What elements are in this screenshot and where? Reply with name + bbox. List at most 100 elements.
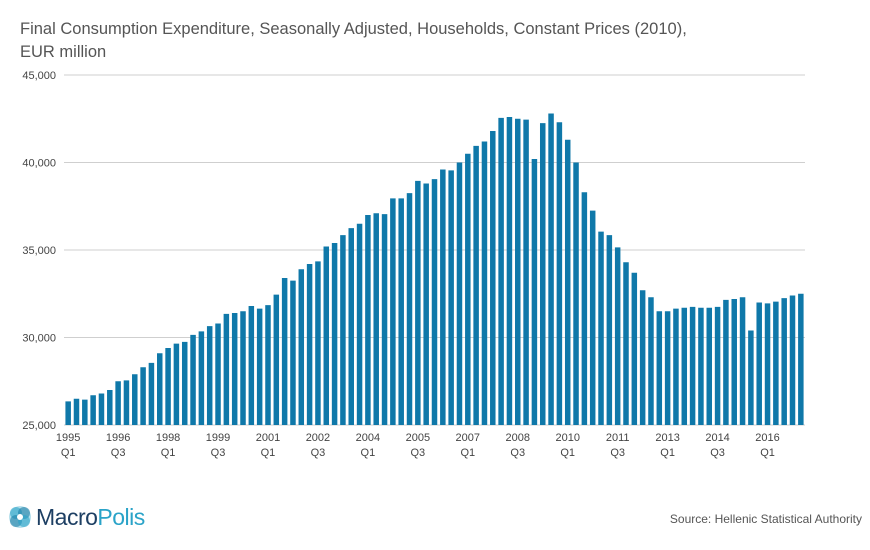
x-tick-label-year: 2004 — [356, 432, 380, 444]
bar — [515, 118, 521, 425]
bar — [465, 153, 471, 425]
bar — [531, 159, 538, 425]
bar — [681, 307, 688, 425]
y-tick-label: 35,000 — [22, 245, 56, 257]
bar — [390, 198, 396, 426]
bar — [689, 306, 696, 426]
bar — [306, 264, 313, 425]
bar — [165, 348, 171, 425]
x-tick-label-quarter: Q3 — [411, 447, 426, 459]
bar — [365, 215, 371, 425]
bar — [764, 303, 771, 426]
bar — [148, 362, 155, 426]
x-tick-label-year: 2013 — [655, 432, 679, 444]
x-tick-label-quarter: Q3 — [510, 447, 525, 459]
bar — [723, 299, 729, 426]
bar — [231, 313, 238, 425]
x-tick-label-year: 1996 — [106, 432, 130, 444]
x-tick-label-quarter: Q1 — [560, 447, 575, 459]
bar — [281, 278, 288, 425]
bar — [273, 294, 280, 426]
bar — [190, 334, 196, 426]
bar — [256, 308, 263, 426]
x-tick-label-quarter: Q1 — [460, 447, 475, 459]
bar — [398, 198, 404, 426]
bar — [631, 272, 638, 425]
x-tick-label-year: 2016 — [755, 432, 779, 444]
x-tick-label-quarter: Q3 — [211, 447, 226, 459]
logo-text-macro: Macro — [36, 503, 98, 530]
x-tick-label-year: 2007 — [456, 432, 480, 444]
bar — [298, 269, 305, 425]
bar — [481, 141, 488, 425]
bar — [673, 308, 679, 426]
bar — [639, 290, 646, 425]
bar — [664, 311, 671, 425]
y-axis: 25,000 30,000 35,000 40,000 45,000 — [22, 70, 56, 432]
bar — [440, 169, 446, 425]
bar — [698, 307, 704, 425]
y-tick-label: 40,000 — [22, 158, 56, 170]
bar — [348, 228, 354, 426]
bar — [98, 393, 105, 425]
x-tick-label-year: 2008 — [506, 432, 530, 444]
x-tick-label-quarter: Q1 — [660, 447, 675, 459]
x-tick-label-year: 2011 — [606, 432, 630, 444]
bar — [589, 210, 596, 425]
bar — [140, 367, 146, 425]
bar — [115, 381, 121, 425]
bar — [315, 261, 321, 426]
bar — [65, 401, 71, 426]
logo-text-polis: Polis — [97, 503, 145, 530]
x-axis: 1995 Q1 1996 Q3 1998 Q1 1999 Q3 2001 Q1 2002 Q3 2004… — [56, 432, 780, 459]
bar — [581, 192, 588, 425]
bar — [206, 326, 213, 426]
x-tick-label-quarter: Q3 — [111, 447, 126, 459]
bar — [290, 280, 296, 426]
bar — [157, 353, 163, 425]
x-tick-label-quarter: Q1 — [161, 447, 176, 459]
bar — [706, 307, 713, 425]
bar — [564, 139, 571, 425]
bar — [107, 390, 113, 425]
bar — [614, 247, 621, 425]
x-tick-label-quarter: Q3 — [311, 447, 326, 459]
x-tick-label-year: 1999 — [206, 432, 230, 444]
bar — [756, 302, 762, 425]
bar — [498, 117, 504, 426]
x-tick-label-quarter: Q3 — [710, 447, 725, 459]
macropolis-logo: MacroPolis — [4, 501, 145, 533]
x-tick-label-quarter: Q1 — [760, 447, 775, 459]
bar — [431, 179, 438, 426]
bar — [240, 311, 246, 425]
y-tick-label: 45,000 — [22, 70, 56, 82]
bar — [373, 213, 379, 425]
bar — [456, 162, 463, 425]
bar — [90, 395, 96, 425]
chart-title: Final Consumption Expenditure, Seasonall… — [20, 20, 687, 61]
y-tick-label: 25,000 — [22, 420, 56, 432]
x-tick-label-year: 2005 — [406, 432, 430, 444]
bar — [548, 113, 554, 425]
bar — [331, 243, 338, 425]
logo-text: MacroPolis — [36, 504, 145, 531]
bar — [323, 246, 330, 425]
bar — [381, 214, 388, 426]
bar — [132, 374, 138, 425]
bar — [473, 145, 479, 426]
macropolis-logo-icon — [9, 506, 31, 528]
x-tick-label-year: 2001 — [256, 432, 280, 444]
bar — [798, 293, 804, 425]
bar — [73, 398, 80, 425]
bar — [265, 305, 271, 426]
x-tick-label-year: 2010 — [555, 432, 579, 444]
bar — [406, 193, 413, 426]
bar — [656, 311, 663, 425]
x-tick-label-year: 1995 — [56, 432, 80, 444]
bar — [523, 119, 529, 426]
bar — [415, 180, 421, 426]
bar — [423, 183, 429, 425]
bar — [623, 262, 629, 425]
x-tick-label-year: 2002 — [306, 432, 330, 444]
